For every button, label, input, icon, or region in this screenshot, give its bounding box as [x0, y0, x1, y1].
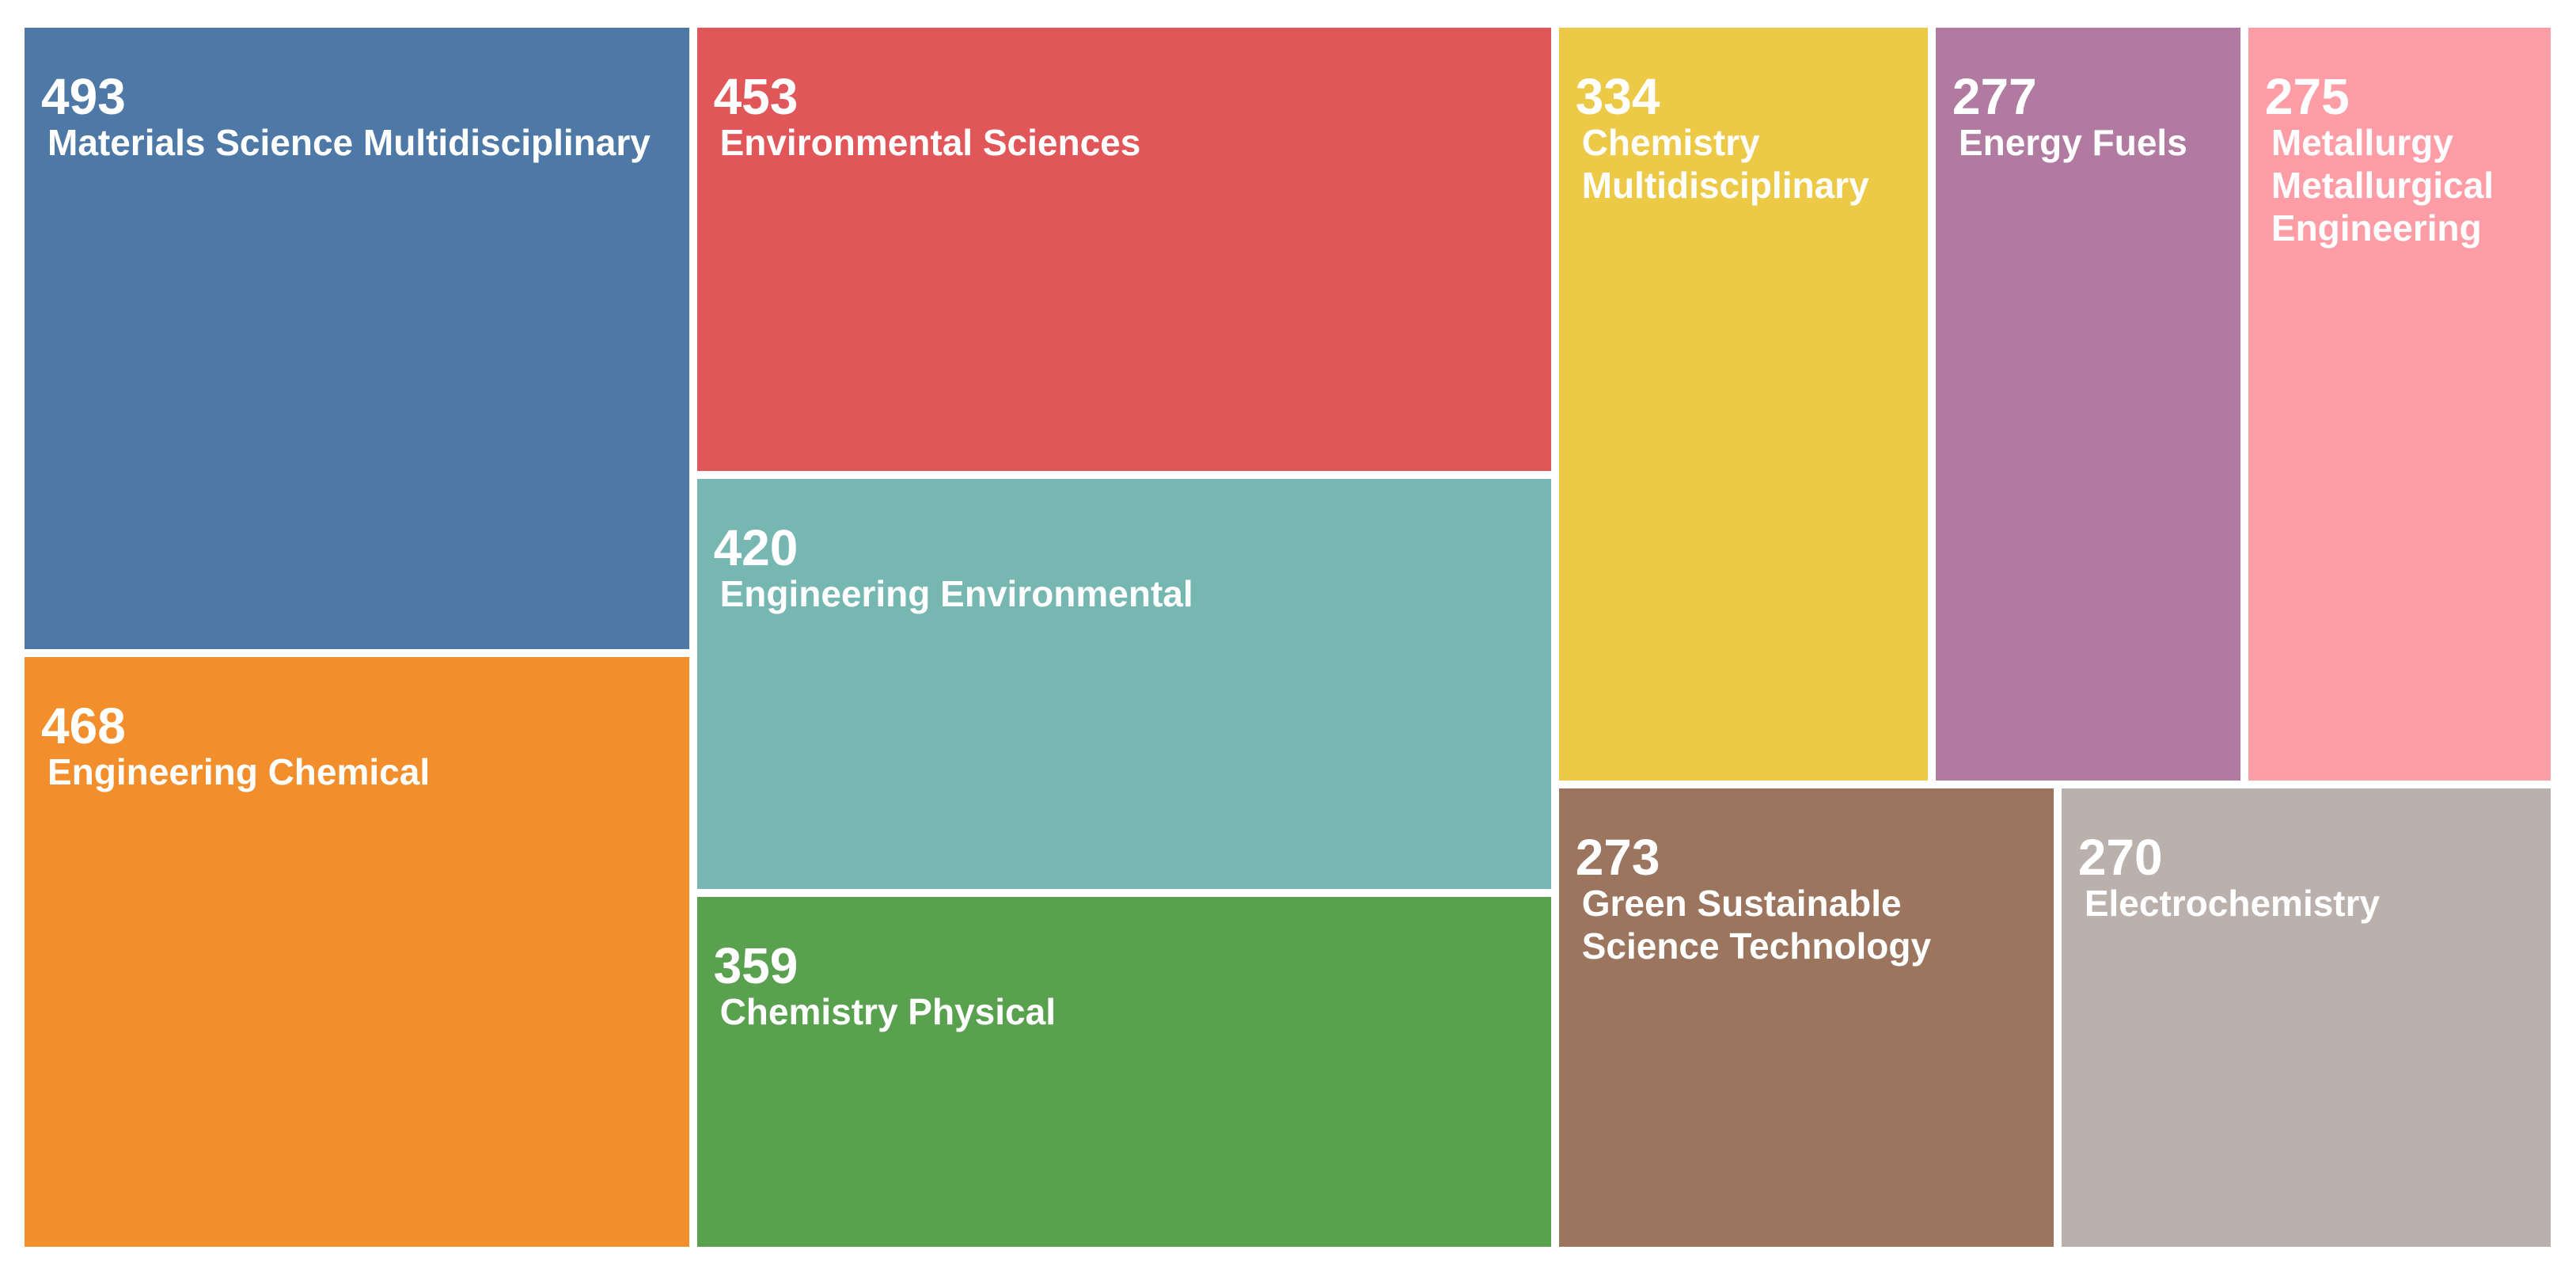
tile-value: 453 — [713, 68, 799, 125]
tile-label: Environmental Sciences — [719, 122, 1141, 163]
treemap-tile: 420 Engineering Environmental — [696, 478, 1551, 890]
tile-label: Engineering Chemical — [47, 751, 431, 793]
treemap-tile: 273 Green Sustainable Science Technology — [1558, 788, 2054, 1247]
tile-label: Engineering Environmental — [719, 572, 1193, 614]
tile-value: 334 — [1575, 68, 1660, 125]
treemap-tile: 270 Electrochemistry — [2061, 788, 2551, 1247]
tile-value: 273 — [1575, 829, 1660, 887]
treemap-tile: 277 Energy Fuels — [1935, 28, 2240, 781]
tile-value: 493 — [41, 68, 126, 125]
treemap-tile: 275 Metallurgy Metallurgical Engineering — [2248, 28, 2551, 781]
tile-label: Energy Fuels — [1958, 122, 2187, 163]
tile-label: Chemistry Multidisciplinary — [1581, 122, 1869, 206]
treemap-tile: 453 Environmental Sciences — [696, 28, 1551, 471]
tile-label: Green Sustainable Science Technology — [1581, 883, 1932, 967]
treemap-tile: 334 Chemistry Multidisciplinary — [1558, 28, 1928, 781]
treemap-tile: 468 Engineering Chemical — [25, 657, 689, 1247]
treemap-tile: 359 Chemistry Physical — [696, 897, 1551, 1247]
tile-label: Electrochemistry — [2084, 883, 2381, 925]
tile-value: 275 — [2264, 68, 2350, 125]
tile-value: 420 — [713, 519, 799, 576]
tile-value: 468 — [41, 697, 126, 755]
tile-value: 277 — [1952, 68, 2037, 125]
tile-label: Chemistry Physical — [719, 991, 1056, 1033]
tile-label: Metallurgy Metallurgical Engineering — [2271, 122, 2494, 249]
tile-value: 359 — [713, 937, 799, 995]
tile-value: 270 — [2077, 829, 2163, 887]
treemap-tile: 493 Materials Science Multidisciplinary — [25, 28, 689, 650]
tile-label: Materials Science Multidisciplinary — [47, 122, 651, 163]
